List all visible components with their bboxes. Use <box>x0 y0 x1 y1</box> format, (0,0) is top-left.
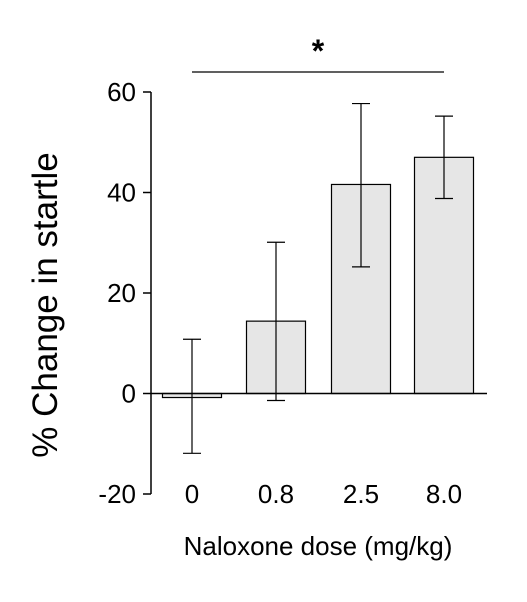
x-tick-label: 0.8 <box>258 479 294 509</box>
x-tick-label: 2.5 <box>343 479 379 509</box>
y-tick-label: 20 <box>107 278 136 308</box>
significance-star: * <box>312 33 325 69</box>
x-tick-label: 8.0 <box>426 479 462 509</box>
y-tick-label: 60 <box>107 77 136 107</box>
y-tick-label: -20 <box>98 479 136 509</box>
y-axis-label: % Change in startle <box>26 152 65 457</box>
y-tick-label: 40 <box>107 178 136 208</box>
x-tick-label: 0 <box>185 479 199 509</box>
y-tick-label: 0 <box>122 379 136 409</box>
x-axis-label: Naloxone dose (mg/kg) <box>184 531 453 561</box>
plot-area: -20 0 20 40 60 0 0.8 2.5 8.0 * <box>98 33 487 509</box>
